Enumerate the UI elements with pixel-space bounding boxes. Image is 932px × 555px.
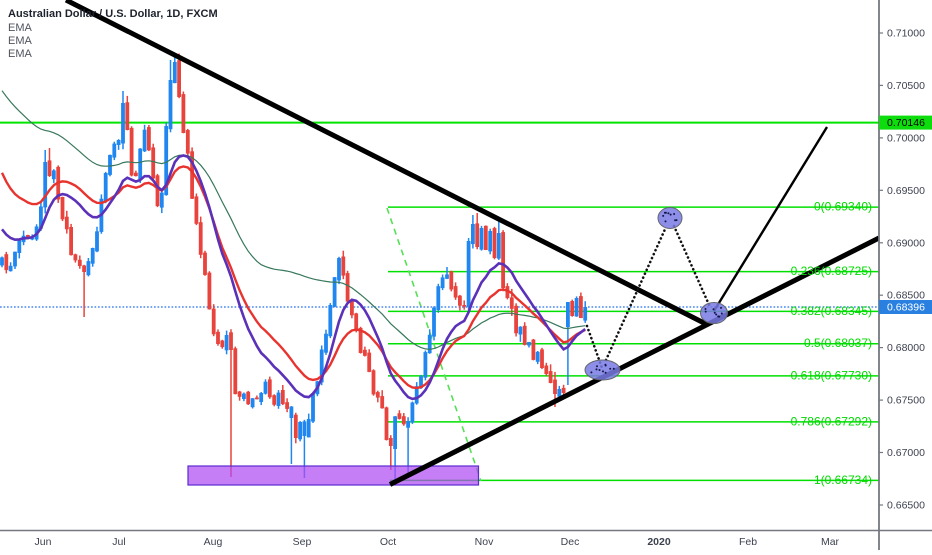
- svg-text:0.70500: 0.70500: [887, 80, 925, 92]
- svg-text:EMA: EMA: [8, 48, 33, 60]
- svg-text:Dec: Dec: [561, 536, 580, 548]
- svg-text:EMA: EMA: [8, 22, 33, 34]
- svg-text:0.67500: 0.67500: [887, 395, 925, 407]
- svg-text:0.68500: 0.68500: [887, 290, 925, 302]
- svg-text:EMA: EMA: [8, 35, 33, 47]
- svg-text:Feb: Feb: [739, 536, 757, 548]
- svg-text:Sep: Sep: [293, 536, 312, 548]
- svg-text:Oct: Oct: [380, 536, 396, 548]
- svg-text:0.68396: 0.68396: [887, 302, 925, 314]
- svg-text:0.67000: 0.67000: [887, 447, 925, 459]
- svg-text:0(0.69340): 0(0.69340): [814, 200, 872, 214]
- svg-text:0.5(0.68037): 0.5(0.68037): [804, 336, 872, 350]
- svg-text:0.70000: 0.70000: [887, 132, 925, 144]
- svg-text:0.236(0.68725): 0.236(0.68725): [791, 264, 872, 278]
- svg-text:0.68000: 0.68000: [887, 342, 925, 354]
- svg-text:0.69000: 0.69000: [887, 237, 925, 249]
- svg-text:Aug: Aug: [204, 536, 223, 548]
- svg-text:Jun: Jun: [35, 536, 52, 548]
- svg-text:Jul: Jul: [112, 536, 125, 548]
- svg-text:0.382(0.68345): 0.382(0.68345): [791, 304, 872, 318]
- svg-text:0.66500: 0.66500: [887, 500, 925, 512]
- svg-text:0.69500: 0.69500: [887, 185, 925, 197]
- svg-text:Nov: Nov: [475, 536, 494, 548]
- svg-text:0.618(0.67730): 0.618(0.67730): [791, 368, 872, 382]
- svg-text:0.786(0.67292): 0.786(0.67292): [791, 414, 872, 428]
- svg-text:Mar: Mar: [821, 536, 840, 548]
- svg-text:0.71000: 0.71000: [887, 28, 925, 40]
- svg-text:0.70146: 0.70146: [887, 117, 925, 129]
- svg-text:2020: 2020: [647, 536, 671, 548]
- svg-text:1(0.66734): 1(0.66734): [814, 473, 872, 487]
- svg-text:Australian Dollar / U.S. Dolla: Australian Dollar / U.S. Dollar, 1D, FXC…: [8, 8, 218, 20]
